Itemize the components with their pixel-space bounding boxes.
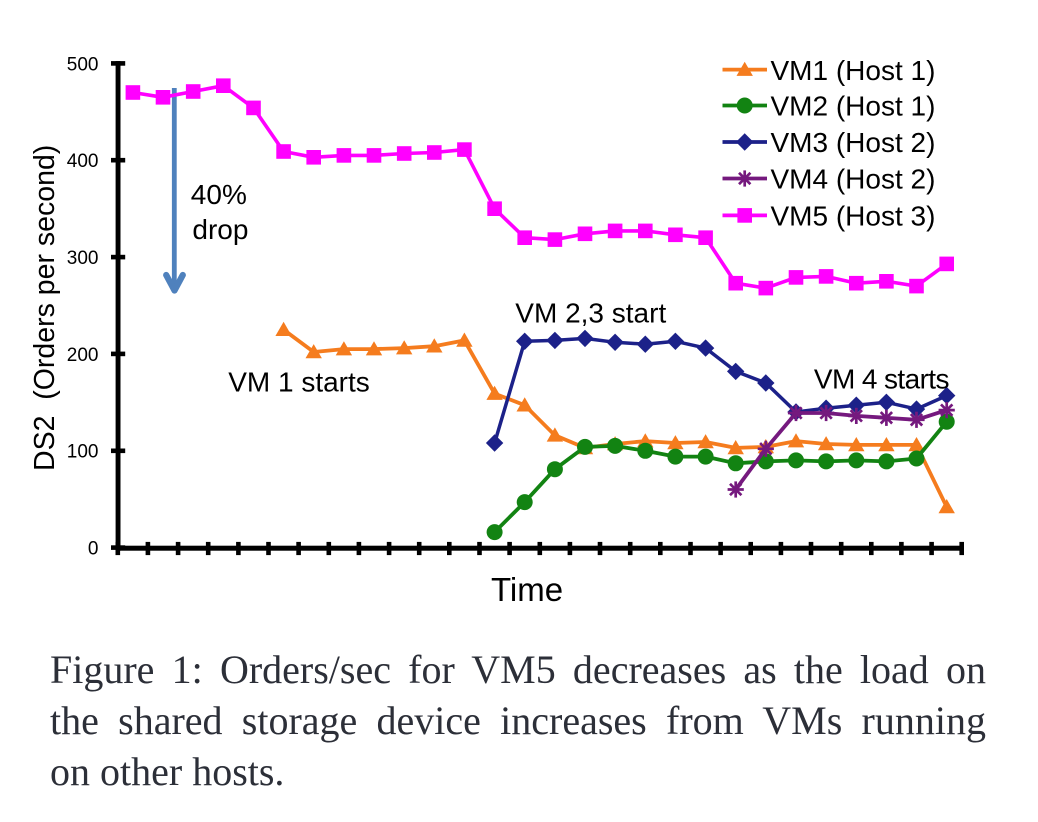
svg-text:VM5 (Host 3): VM5 (Host 3)	[771, 201, 936, 232]
svg-text:VM 4 starts: VM 4 starts	[814, 364, 949, 395]
svg-text:DS2 (Orders per second): DS2 (Orders per second)	[29, 145, 61, 471]
svg-text:0: 0	[88, 539, 99, 560]
svg-text:VM1 (Host 1): VM1 (Host 1)	[771, 55, 936, 86]
svg-text:500: 500	[67, 54, 99, 75]
svg-text:drop: drop	[192, 214, 248, 245]
svg-text:100: 100	[67, 442, 99, 463]
svg-text:300: 300	[67, 248, 99, 269]
svg-text:VM 1 starts: VM 1 starts	[228, 366, 370, 397]
svg-text:VM2 (Host 1): VM2 (Host 1)	[771, 91, 936, 122]
svg-text:VM4 (Host 2): VM4 (Host 2)	[771, 164, 936, 195]
svg-text:400: 400	[67, 151, 99, 172]
svg-text:Time: Time	[491, 571, 563, 608]
svg-text:VM3 (Host 2): VM3 (Host 2)	[771, 127, 936, 158]
svg-text:VM 2,3 start: VM 2,3 start	[515, 298, 666, 329]
svg-text:200: 200	[67, 345, 99, 366]
svg-text:40%: 40%	[191, 179, 247, 210]
